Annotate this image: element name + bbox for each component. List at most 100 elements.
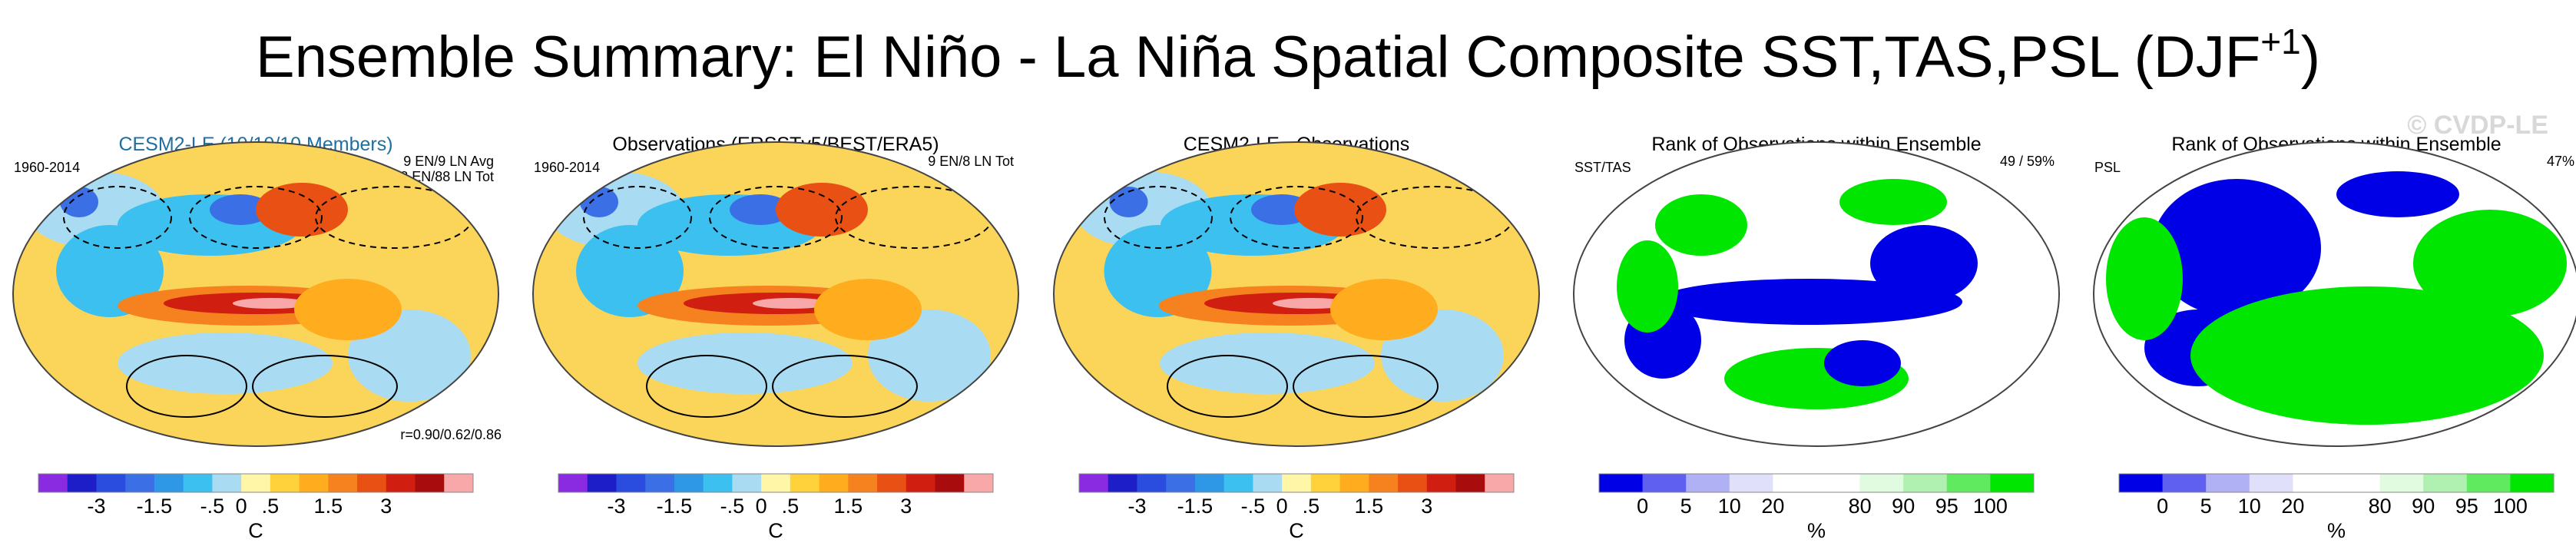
colorbar-box [1398, 474, 1428, 492]
panel-right-label: 49 / 59% [2000, 154, 2055, 169]
contour [126, 355, 247, 418]
map [533, 142, 1018, 446]
colorbar-unit: % [1807, 519, 1826, 542]
figure-title: Ensemble Summary: El Niño - La Niña Spat… [256, 22, 2320, 90]
colorbar-label: -3 [87, 495, 105, 518]
contour [583, 186, 692, 249]
colorbar-label: .5 [1303, 495, 1320, 518]
colorbar-box [386, 474, 416, 492]
colorbar-box [2423, 474, 2468, 492]
colorbar-box [761, 474, 791, 492]
colorbar-label: -1.5 [137, 495, 173, 518]
colorbar-box [1990, 474, 2035, 492]
colorbar-box [1903, 474, 1948, 492]
map-outline [532, 141, 1019, 447]
colorbar-box [1166, 474, 1196, 492]
colorbar-label: 10 [2238, 495, 2261, 518]
colorbar-box [2510, 474, 2554, 492]
colorbar-label: 5 [2200, 495, 2212, 518]
colorbar-box [935, 474, 965, 492]
colorbar-box [1426, 474, 1457, 492]
watermark: © CVDP-LE [2407, 111, 2548, 140]
colorbar-label: -.5 [1241, 495, 1266, 518]
map-region [1824, 340, 1901, 386]
colorbar-box [877, 474, 907, 492]
map-region [60, 187, 98, 217]
colorbar-box [819, 474, 849, 492]
colorbar-label: -1.5 [657, 495, 693, 518]
colorbar-box [964, 474, 994, 492]
map-region [730, 194, 791, 225]
colorbar-box [328, 474, 358, 492]
panel: Rank of Observations within EnsemblePSL4… [2093, 134, 2576, 542]
colorbar-box [1946, 474, 1991, 492]
colorbar-box [2336, 474, 2381, 492]
contour [1293, 355, 1439, 418]
colorbar-box [790, 474, 820, 492]
panel: CESM2-LE - Observations-3-1.5-.50.51.53C [1053, 134, 1540, 542]
contour [646, 355, 767, 418]
colorbar-box [1137, 474, 1167, 492]
colorbar-box [38, 474, 68, 492]
colorbar-unit: % [2327, 519, 2346, 542]
colorbar-frame [2118, 473, 2554, 493]
map-outline [1573, 141, 2060, 447]
colorbar-label: 80 [1849, 495, 1872, 518]
colorbar-frame [1078, 473, 1515, 493]
panel: Observations (ERSSTv5/BEST/ERA5)1960-201… [532, 134, 1019, 542]
contour [189, 186, 323, 249]
panel-left-label: PSL [2094, 160, 2121, 175]
map [2094, 142, 2576, 446]
colorbar-box [703, 474, 733, 492]
colorbar-label: 90 [2412, 495, 2435, 518]
colorbar-label: 1.5 [834, 495, 863, 518]
contour [252, 355, 398, 418]
colorbar-box [1339, 474, 1369, 492]
map-region [56, 225, 164, 317]
map-region [294, 279, 402, 340]
colorbar-label: 80 [2369, 495, 2392, 518]
map-region [2336, 171, 2459, 217]
colorbar-box [270, 474, 300, 492]
colorbar-box [1253, 474, 1283, 492]
colorbar-label: -3 [1127, 495, 1146, 518]
colorbar-label: 5 [1680, 495, 1692, 518]
map-region [1617, 240, 1678, 333]
colorbar-box [212, 474, 242, 492]
colorbar-box [183, 474, 213, 492]
colorbar-box [96, 474, 126, 492]
map-region [256, 183, 348, 237]
colorbar-box [1369, 474, 1399, 492]
colorbar-box [125, 474, 155, 492]
colorbar-label: 20 [2281, 495, 2304, 518]
colorbar-label: 95 [2455, 495, 2478, 518]
colorbar-box [2466, 474, 2511, 492]
colorbar-label: 20 [1761, 495, 1784, 518]
colorbar-box [444, 474, 474, 492]
colorbar-label: 3 [1421, 495, 1432, 518]
panel-right-label: 9 EN/8 LN Tot [928, 154, 1014, 169]
colorbar-box [2119, 474, 2164, 492]
map [1574, 142, 2059, 446]
colorbar-box [674, 474, 704, 492]
map-region [1330, 279, 1438, 340]
colorbar-box [1599, 474, 1644, 492]
colorbar-box [299, 474, 329, 492]
map-region [1870, 225, 1978, 302]
map-region [1655, 194, 1747, 256]
colorbar-box [1310, 474, 1341, 492]
colorbar-box [1194, 474, 1225, 492]
title-close: ) [2301, 25, 2320, 90]
colorbar-box [1223, 474, 1253, 492]
colorbar-label: .5 [262, 495, 280, 518]
colorbar-box [848, 474, 878, 492]
colorbar-box [2293, 474, 2337, 492]
contour [709, 186, 843, 249]
colorbar-box [1455, 474, 1485, 492]
colorbar-box [906, 474, 936, 492]
contour [1104, 186, 1213, 249]
colorbar-label: 100 [1973, 495, 2008, 518]
panel-right-label: 9 EN/9 LN Avg [403, 154, 494, 169]
